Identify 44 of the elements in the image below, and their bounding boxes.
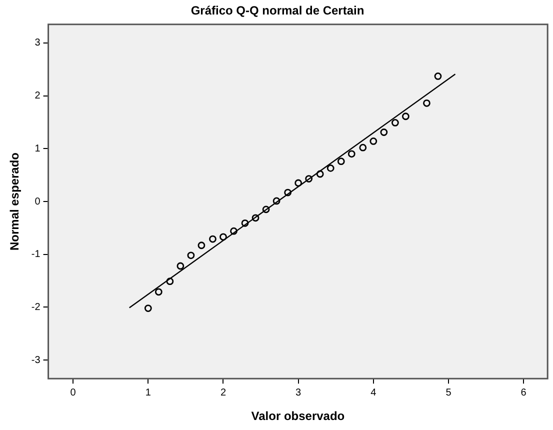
x-tick-label: 4 [370,387,377,398]
point [305,175,313,182]
x-tick-label: 2 [220,387,226,398]
x-tick-label: 5 [446,387,452,398]
point [348,150,356,158]
point [326,164,334,172]
y-tick-label: -1 [31,249,41,260]
point [370,138,378,145]
chart-title: Gráfico Q-Q normal de Certain [190,4,364,18]
point [220,233,227,241]
y-tick-label: -2 [31,302,41,313]
y-axis-title: Normal esperado [8,152,22,251]
y-tick-label: 0 [34,196,41,208]
y-tick-label: 2 [34,90,41,102]
x-tick-label: 3 [296,387,302,398]
point [144,304,152,312]
point [284,188,292,196]
point [262,206,270,214]
point [230,227,238,235]
y-tick-label: -3 [31,354,41,366]
point [316,170,324,178]
point [198,242,206,250]
point [294,179,302,187]
point [166,278,174,286]
point [187,252,195,260]
x-axis-title: Valor observado [251,409,345,424]
y-tick-label: 1 [34,143,41,154]
point [176,262,184,270]
point [434,72,442,80]
x-tick-label: 1 [145,387,152,398]
point [402,112,410,120]
point [241,219,249,227]
point [272,197,280,205]
point [209,235,216,243]
point [380,128,388,136]
point [337,158,345,166]
y-tick-label: 3 [34,38,41,49]
point [252,214,260,222]
point [154,288,162,296]
x-tick-label: 6 [520,387,527,398]
x-tick-label: 0 [70,387,76,398]
point [423,99,430,107]
point [359,144,367,152]
point [391,119,399,126]
